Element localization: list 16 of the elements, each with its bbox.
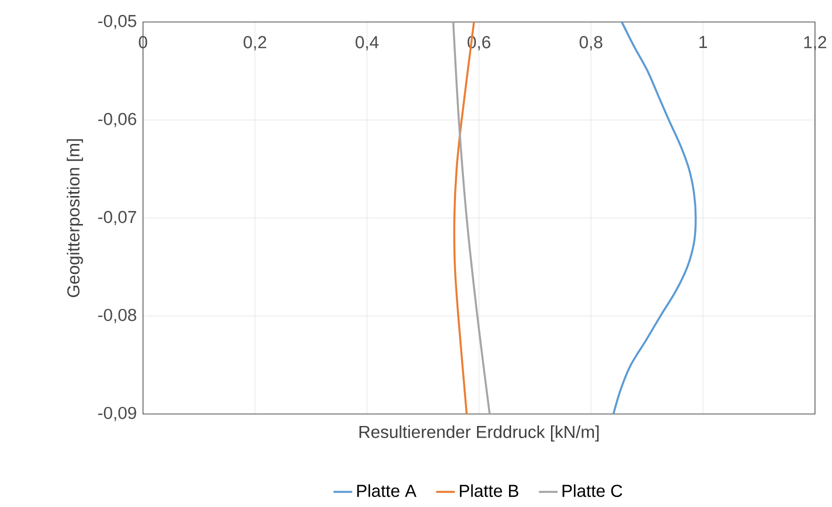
y-tick-label: -0,09 (98, 406, 136, 422)
legend-label: Platte C (562, 484, 622, 497)
y-tick-label: -0,06 (98, 112, 136, 128)
x-tick-label: 1 (699, 36, 707, 48)
y-tick-label: -0,08 (98, 308, 136, 324)
x-axis-title: Resultierender Erddruck [kN/m] (360, 425, 599, 442)
x-tick-label: 0,2 (244, 36, 266, 50)
x-tick-label: 0,4 (356, 36, 379, 50)
legend-label: Platte B (460, 484, 518, 497)
y-tick-label: -0,07 (98, 210, 136, 226)
x-tick-label: 0,8 (580, 36, 602, 50)
line-series (452, 22, 491, 414)
y-axis-title: Geogitterposition [m] (66, 139, 83, 298)
legend-label: Platte A (357, 484, 416, 497)
y-tick-label: -0,05 (98, 14, 136, 30)
line-series (612, 22, 697, 414)
